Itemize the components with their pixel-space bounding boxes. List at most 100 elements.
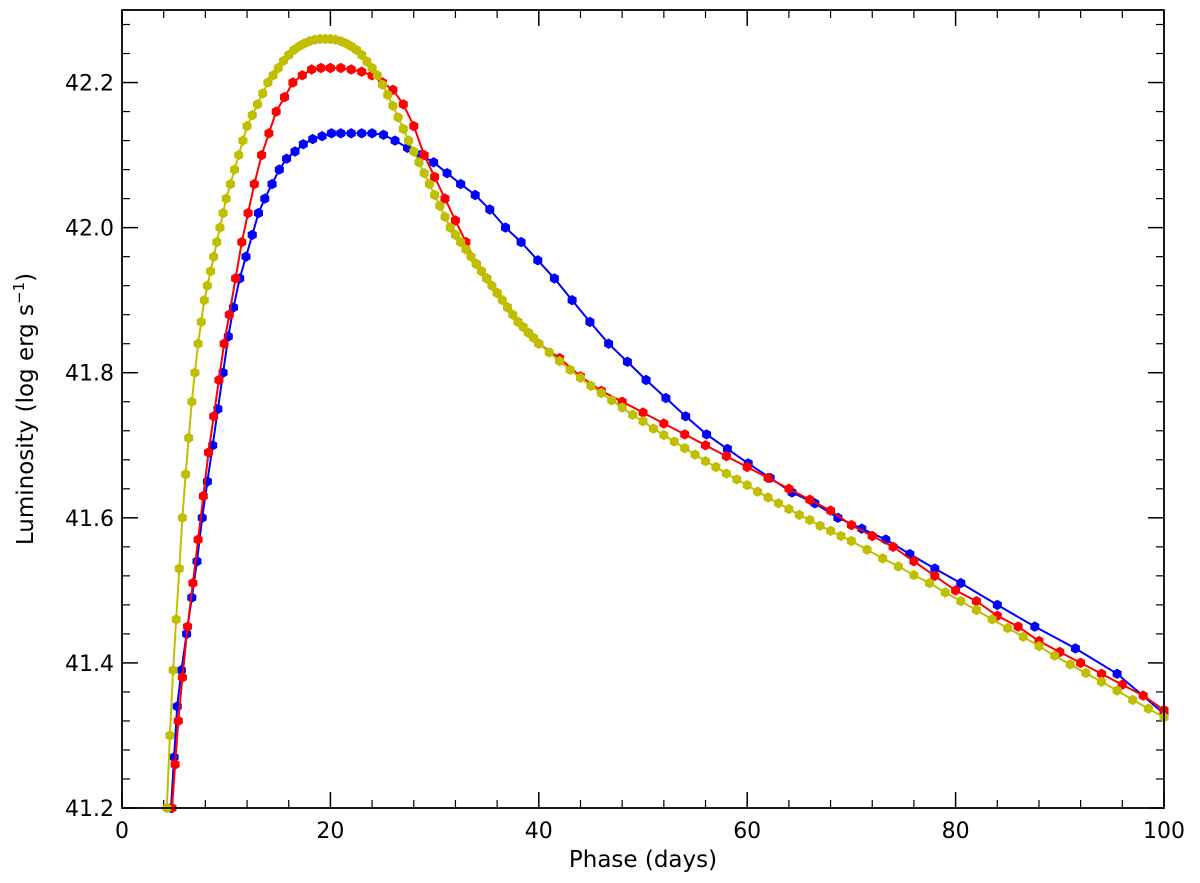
data-point xyxy=(1138,690,1148,701)
data-point xyxy=(555,355,565,367)
data-point xyxy=(1097,676,1106,687)
data-point xyxy=(409,120,419,132)
data-point xyxy=(440,193,450,204)
data-point xyxy=(209,251,219,262)
data-point xyxy=(1076,657,1086,669)
data-point xyxy=(445,222,455,233)
data-point xyxy=(260,193,270,204)
data-point xyxy=(282,153,292,164)
data-point xyxy=(280,91,290,103)
data-point xyxy=(648,423,658,434)
data-point xyxy=(429,157,439,168)
data-point xyxy=(711,461,721,473)
data-point xyxy=(263,77,273,88)
data-point xyxy=(1030,621,1040,632)
data-point xyxy=(221,193,231,204)
x-tick-label: 60 xyxy=(733,819,761,844)
data-point xyxy=(987,614,997,625)
x-tick-label: 40 xyxy=(525,819,553,844)
data-point xyxy=(393,112,403,123)
data-point xyxy=(508,309,518,320)
data-point xyxy=(383,89,393,101)
data-point xyxy=(398,99,408,110)
data-point xyxy=(846,535,856,547)
data-point xyxy=(357,66,367,77)
data-point xyxy=(805,494,815,505)
y-tick-label: 42.0 xyxy=(65,217,114,242)
data-point xyxy=(196,316,206,328)
series-line xyxy=(171,67,1165,809)
data-point xyxy=(440,211,450,222)
data-point xyxy=(177,672,187,683)
data-point xyxy=(206,266,216,277)
data-point xyxy=(398,123,408,135)
data-point xyxy=(477,266,486,277)
data-point xyxy=(456,236,466,248)
data-point xyxy=(247,229,257,241)
data-point xyxy=(867,530,877,542)
data-point xyxy=(430,189,440,201)
data-point xyxy=(336,128,346,139)
data-point xyxy=(763,492,773,503)
data-point xyxy=(379,129,388,140)
data-point xyxy=(187,396,197,407)
data-point xyxy=(165,730,175,741)
data-point xyxy=(184,432,194,444)
data-point xyxy=(346,64,356,75)
data-point xyxy=(346,128,356,139)
data-point xyxy=(722,443,732,455)
data-point xyxy=(378,79,387,90)
data-point xyxy=(753,486,763,497)
data-point xyxy=(190,367,200,378)
data-point xyxy=(501,222,510,233)
y-axis-title-close: ) xyxy=(13,273,39,282)
data-point xyxy=(1018,631,1028,642)
data-point xyxy=(181,469,191,480)
data-point xyxy=(604,338,614,349)
data-point xyxy=(268,70,278,81)
data-point xyxy=(1081,667,1091,679)
data-point xyxy=(681,411,691,422)
data-point xyxy=(372,70,382,81)
data-point xyxy=(492,287,502,299)
data-point xyxy=(466,251,476,262)
data-point xyxy=(267,178,277,190)
data-point xyxy=(826,525,836,537)
data-point xyxy=(424,178,434,190)
data-point xyxy=(1128,694,1138,706)
data-point xyxy=(470,189,480,201)
data-point xyxy=(909,556,919,567)
data-point xyxy=(956,596,966,607)
data-point xyxy=(326,128,336,139)
data-point xyxy=(297,70,307,81)
y-axis-title: Luminosity (log erg s−1) xyxy=(10,273,39,545)
axis-ticks xyxy=(121,10,1165,809)
data-point xyxy=(471,258,481,270)
data-point xyxy=(388,100,398,111)
data-point xyxy=(230,164,239,175)
data-point xyxy=(544,347,554,358)
x-tick-label: 100 xyxy=(1143,819,1185,844)
data-point xyxy=(409,146,419,157)
y-tick-label: 41.8 xyxy=(65,362,114,387)
data-point xyxy=(193,338,203,349)
data-point xyxy=(367,128,377,139)
data-point xyxy=(565,364,575,375)
data-point xyxy=(585,316,595,328)
data-point xyxy=(288,77,298,88)
data-point xyxy=(680,429,690,440)
data-point xyxy=(784,483,794,494)
x-tick-label: 80 xyxy=(942,819,970,844)
data-point xyxy=(390,135,400,146)
data-point xyxy=(225,178,235,190)
data-point xyxy=(404,135,414,146)
data-point xyxy=(362,56,372,67)
data-point xyxy=(442,168,452,179)
data-point xyxy=(174,563,184,574)
data-point xyxy=(253,99,262,110)
data-point xyxy=(1070,643,1080,654)
data-point xyxy=(516,236,526,248)
data-point xyxy=(367,62,377,74)
data-point xyxy=(846,519,856,531)
